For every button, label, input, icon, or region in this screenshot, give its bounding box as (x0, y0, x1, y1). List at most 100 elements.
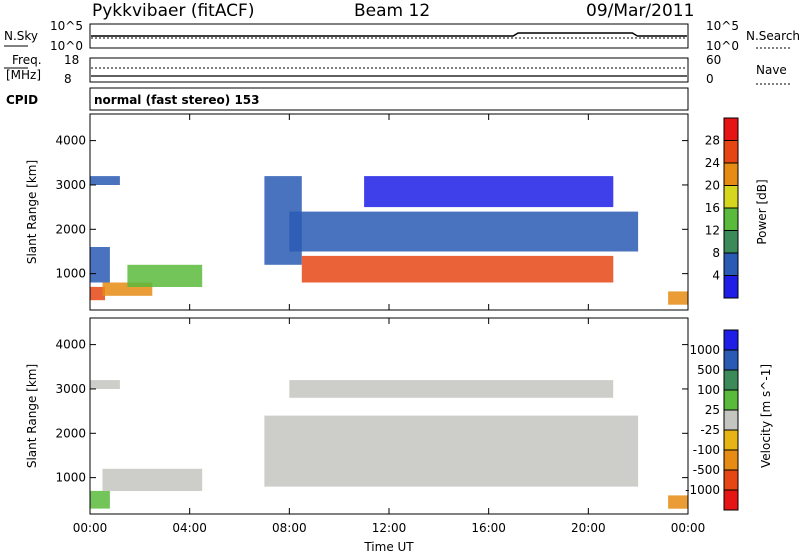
power-echoes (90, 176, 688, 305)
cpid-label: CPID (6, 93, 38, 107)
power-colorbar-swatch-2 (724, 163, 738, 186)
nsearch-label: N.Search (746, 29, 800, 43)
power-colorbar-swatch-3 (724, 185, 738, 209)
power-echo-band-2 (127, 264, 203, 287)
velocity-colorbar-swatch-8 (724, 490, 738, 511)
velocity-colorbar-swatch-5 (724, 430, 738, 451)
power-ytick-label-2: 3000 (55, 178, 86, 192)
power-echo-band-3 (90, 176, 120, 185)
velocity-ytick-label-3: 4000 (55, 338, 86, 352)
velocity-colorbar: 1000 500 100 25 -25 -100 -500 -1000 (685, 329, 739, 511)
power-colorbar-label-4: 12 (705, 224, 720, 238)
velocity-xtick-label-4: 16:00 (471, 521, 506, 535)
cpid-frame (89, 87, 689, 111)
nave-tick-bottom: 0 (706, 72, 714, 86)
velocity-panel: 1000 2000 3000 4000 00:00 04:00 08:00 12:00 16:… (25, 317, 773, 554)
velocity-echo-band-4 (90, 380, 120, 389)
power-colorbar-label-6: 4 (712, 269, 720, 283)
freq-label: Freq. (12, 53, 42, 67)
velocity-ytick-label-2: 3000 (55, 382, 86, 396)
nave-label: Nave (756, 63, 787, 77)
velocity-y-ticks: 1000 2000 3000 4000 (55, 338, 688, 485)
freq-panel: Freq. [MHz] 18 8 60 0 Nave (4, 53, 790, 86)
power-colorbar: 28 24 20 16 12 8 4 (705, 117, 739, 299)
power-echo-band-8 (364, 176, 614, 208)
velocity-xtick-label-5: 20:00 (571, 521, 606, 535)
power-colorbar-swatch-6 (724, 253, 738, 276)
velocity-colorbar-swatch-1 (724, 350, 738, 371)
cpid-text: normal (fast stereo) 153 (94, 93, 260, 107)
power-ytick-label-0: 1000 (55, 267, 86, 281)
power-colorbar-swatch-1 (724, 140, 738, 164)
nave-tick-top: 60 (706, 53, 721, 67)
x-axis-label: Time UT (363, 540, 414, 554)
freq-tick-bottom: 8 (64, 72, 72, 86)
power-colorbar-label-0: 28 (705, 134, 720, 148)
velocity-colorbar-label-7: -1000 (685, 483, 720, 497)
nsky-tick-bottom: 10^0 (50, 39, 83, 53)
power-colorbar-label-1: 24 (705, 156, 720, 170)
nsearch-tick-top: 10^5 (706, 19, 739, 33)
power-echo-band-6 (289, 211, 639, 252)
velocity-colorbar-label-5: -100 (693, 443, 720, 457)
power-colorbar-label-3: 16 (705, 201, 720, 215)
nsearch-tick-bottom: 10^0 (706, 39, 739, 53)
velocity-echoes (90, 380, 688, 509)
velocity-xtick-label-3: 12:00 (372, 521, 407, 535)
power-panel: 1000 2000 3000 4000 Slant Range [km] 28 24 20… (25, 113, 769, 311)
velocity-xtick-label-6: 00:00 (671, 521, 706, 535)
velocity-x-ticks: 00:00 04:00 08:00 12:00 16:00 20:00 00:00 (73, 318, 706, 535)
nsky-frame (89, 23, 689, 49)
velocity-echo-band-5 (668, 495, 688, 509)
nsky-trace (91, 32, 687, 37)
cpid-panel: CPID normal (fast stereo) 153 (6, 87, 689, 111)
power-ytick-label-1: 2000 (55, 222, 86, 236)
velocity-colorbar-swatch-6 (724, 450, 738, 471)
velocity-ytick-label-0: 1000 (55, 471, 86, 485)
velocity-colorbar-frame (723, 329, 739, 511)
velocity-echo-band-1 (102, 468, 203, 491)
velocity-colorbar-swatch-4 (724, 410, 738, 431)
power-colorbar-label: Power [dB] (755, 179, 769, 244)
velocity-echo-band-0 (90, 490, 110, 509)
power-echo-band-7 (301, 255, 614, 283)
power-colorbar-swatch-7 (724, 275, 738, 299)
nsky-panel: N.Sky 10^5 10^0 10^5 10^0 N.Search (4, 19, 800, 53)
power-y-axis-label: Slant Range [km] (25, 160, 39, 264)
power-x-ticks (89, 114, 689, 310)
velocity-xtick-label-0: 00:00 (73, 521, 108, 535)
power-echo-band-9 (668, 291, 688, 305)
velocity-colorbar-label-6: -500 (693, 463, 720, 477)
velocity-xtick-label-2: 08:00 (272, 521, 307, 535)
freq-frame (89, 57, 689, 83)
power-colorbar-swatch-5 (724, 230, 738, 254)
power-echo-band-0 (90, 286, 105, 301)
velocity-colorbar-swatch-3 (724, 390, 738, 411)
velocity-colorbar-label-0: 1000 (689, 343, 720, 357)
power-y-ticks: 1000 2000 3000 4000 (55, 134, 688, 281)
velocity-y-axis-label: Slant Range [km] (25, 364, 39, 468)
velocity-colorbar-swatch-0 (724, 330, 738, 351)
nsky-tick-top: 10^5 (50, 19, 83, 33)
velocity-colorbar-label-2: 100 (697, 383, 720, 397)
velocity-colorbar-label-3: 25 (705, 403, 720, 417)
date-title: 09/Mar/2011 (586, 1, 694, 21)
power-colorbar-label-5: 8 (712, 246, 720, 260)
velocity-colorbar-label-4: -25 (700, 423, 720, 437)
velocity-colorbar-swatch-2 (724, 370, 738, 391)
power-colorbar-label-2: 20 (705, 179, 720, 193)
velocity-colorbar-swatch-7 (724, 470, 738, 491)
power-colorbar-swatch-0 (724, 118, 738, 141)
power-ytick-label-3: 4000 (55, 134, 86, 148)
freq-unit-label: [MHz] (6, 68, 41, 82)
velocity-xtick-label-1: 04:00 (172, 521, 207, 535)
velocity-colorbar-label-1: 500 (697, 363, 720, 377)
beam-title: Beam 12 (354, 1, 430, 21)
velocity-echo-band-2 (264, 415, 639, 487)
velocity-colorbar-label: Velocity [m s^-1] (759, 364, 773, 468)
power-colorbar-swatch-4 (724, 208, 738, 231)
velocity-ytick-label-1: 2000 (55, 426, 86, 440)
power-echo-band-4 (90, 247, 110, 283)
freq-tick-top: 18 (64, 53, 79, 67)
